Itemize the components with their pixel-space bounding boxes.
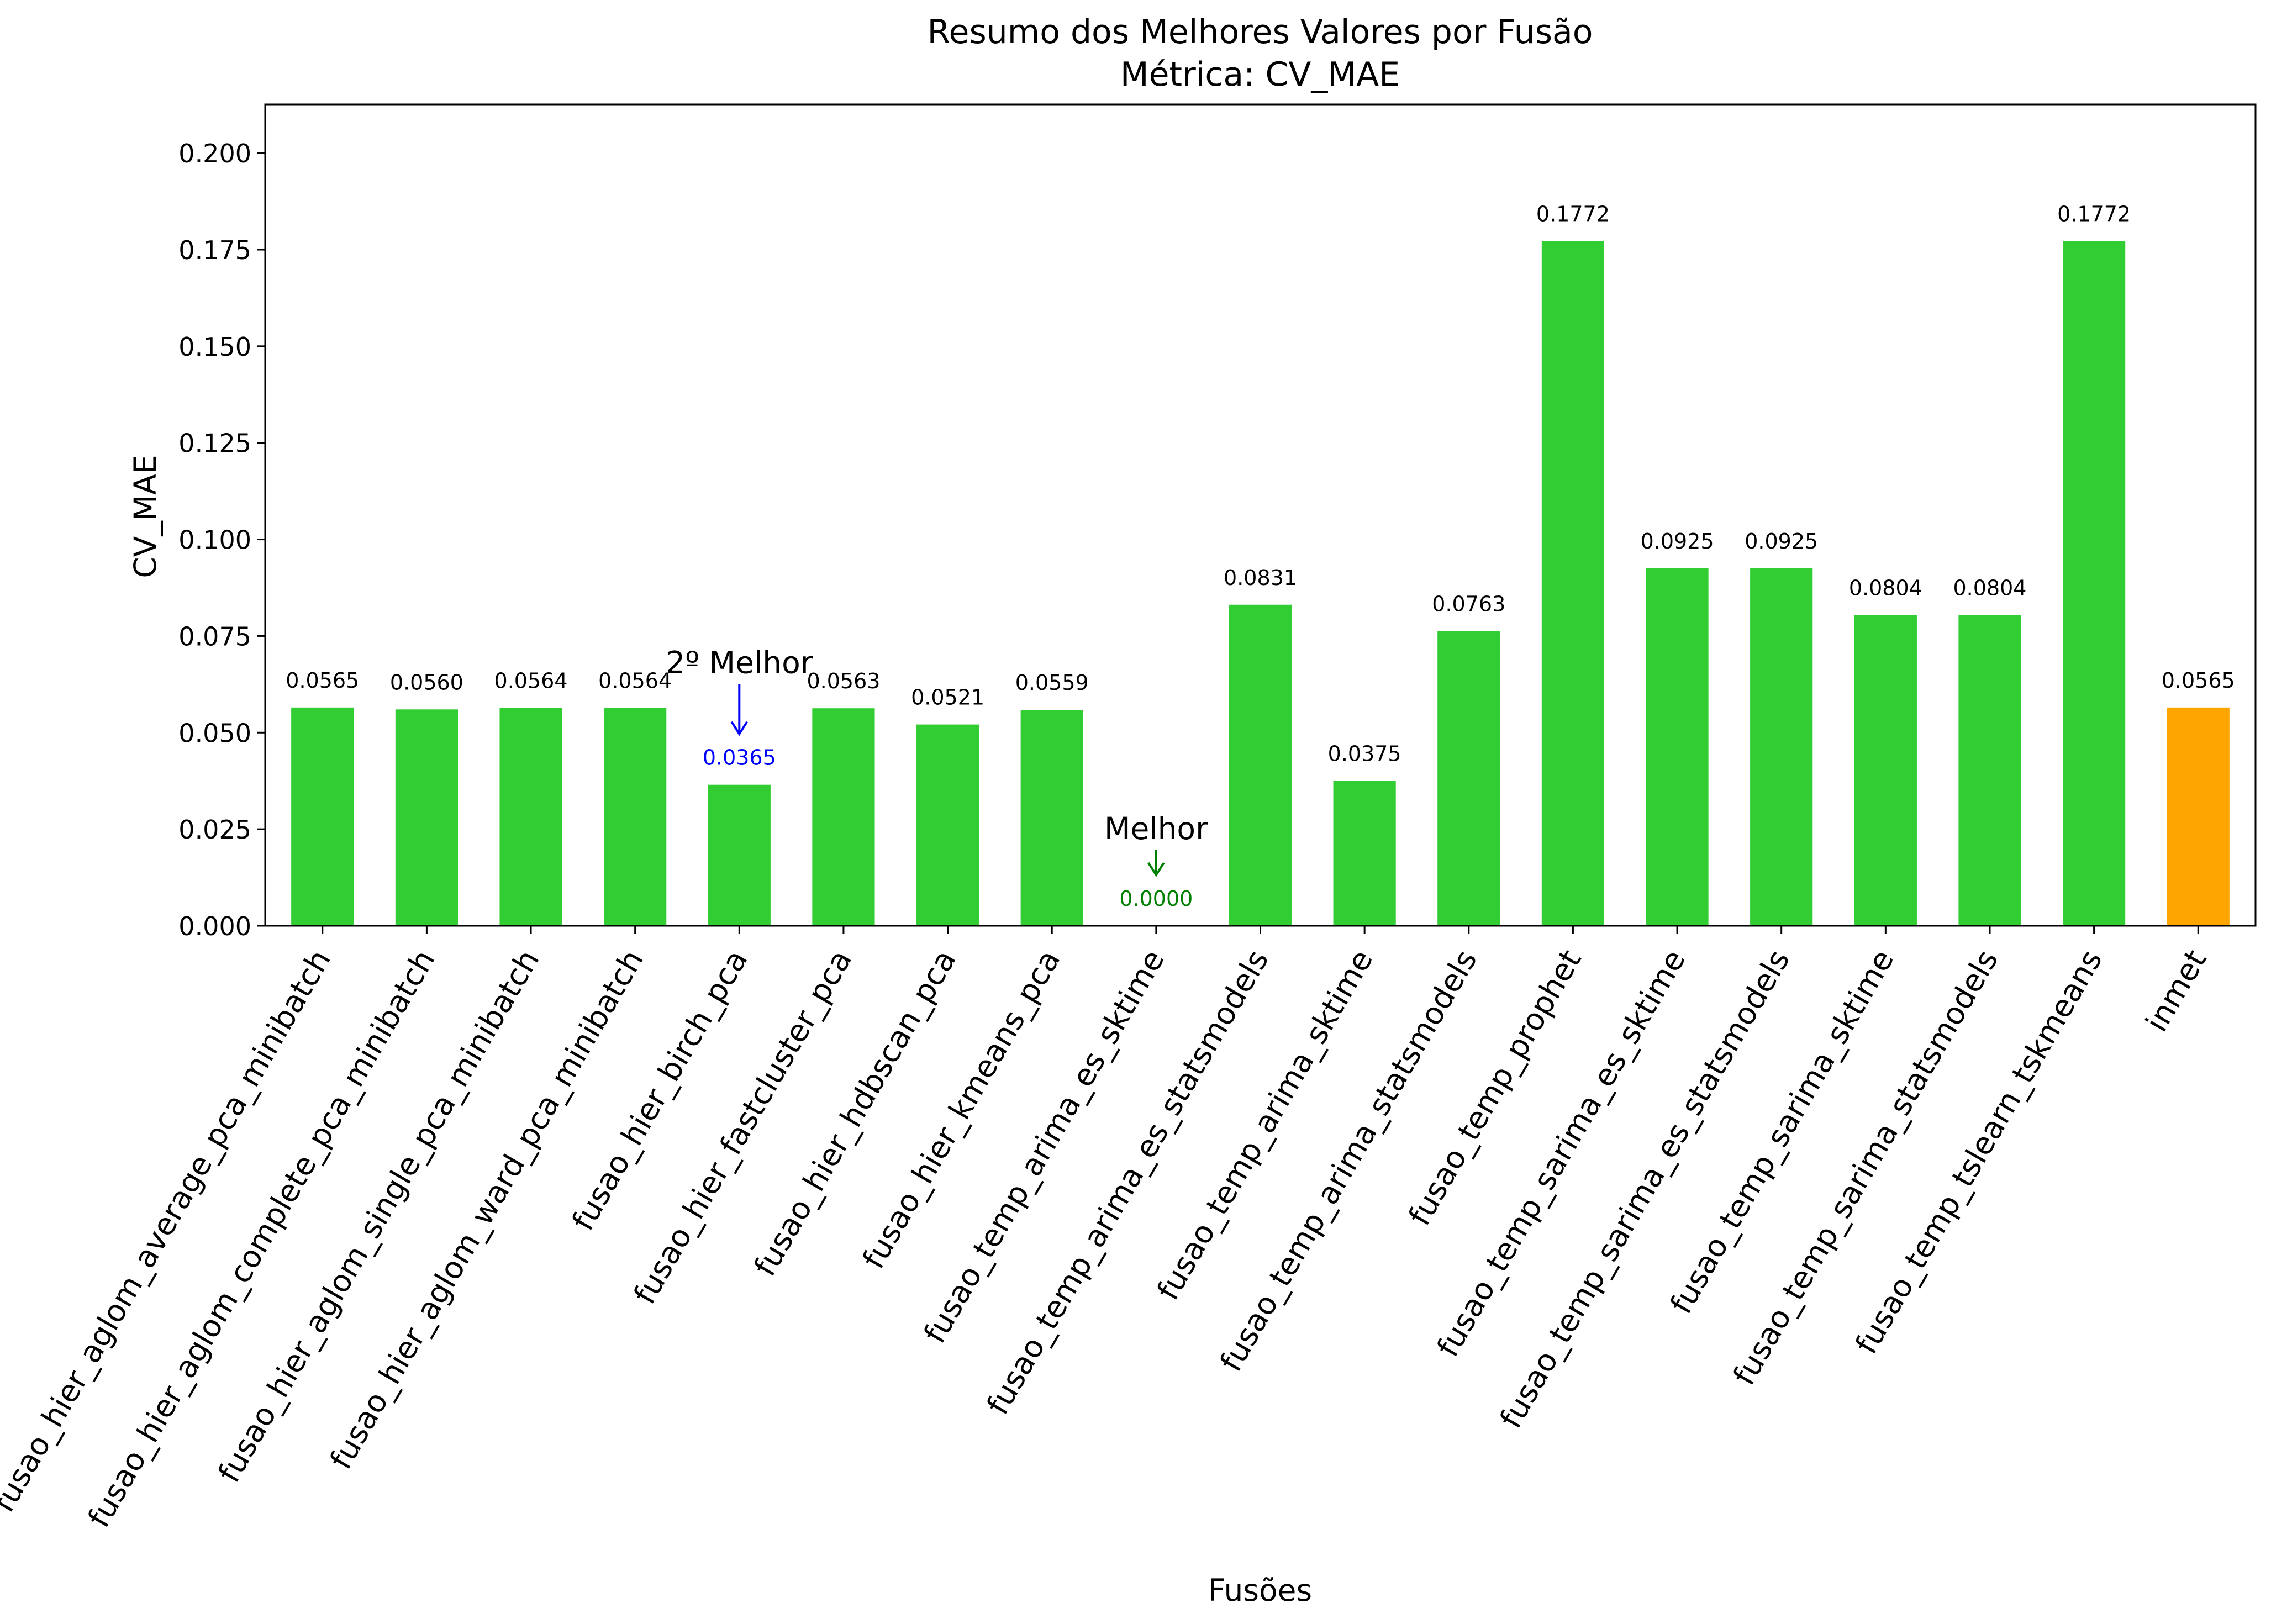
y-tick-label: 0.050 xyxy=(178,718,251,748)
annotations-group: Melhor 2º Melhor xyxy=(666,645,1208,877)
plot-frame xyxy=(264,103,2257,927)
bar xyxy=(708,784,771,926)
annotation-arrow-head xyxy=(730,721,748,736)
y-axis: 0.000 0.025 0.050 0.075 0.100 0.125 0.150 0.175… xyxy=(178,139,265,941)
value-labels-group: 0.0565 0.0560 0.0564 0.0564 0.0365 0.0563 0.05… xyxy=(286,202,2235,911)
bar xyxy=(1958,615,2021,926)
bar-value-label: 0.0925 xyxy=(1745,529,1818,553)
bar xyxy=(1437,631,1500,926)
x-axis-label: Fusões xyxy=(1208,1573,1312,1608)
bar-value-label: 0.0565 xyxy=(286,668,359,693)
y-tick-label: 0.100 xyxy=(178,525,251,555)
y-tick-label: 0.150 xyxy=(178,332,251,362)
annotation-label: 2º Melhor xyxy=(666,645,813,681)
bar xyxy=(2167,707,2230,926)
bar xyxy=(2063,241,2126,926)
bar xyxy=(604,708,667,926)
bar xyxy=(1333,781,1396,926)
bar-value-label: 0.0564 xyxy=(494,669,568,693)
bar-value-label: 0.0375 xyxy=(1328,742,1401,766)
bar-value-label: 0.0804 xyxy=(1953,576,2026,600)
bar xyxy=(1541,241,1605,926)
bar-value-label: 0.0000 xyxy=(1119,887,1193,911)
bar-value-label: 0.0365 xyxy=(703,746,776,770)
y-tick-label: 0.000 xyxy=(178,911,251,941)
bar xyxy=(812,708,875,926)
bar-value-label: 0.0565 xyxy=(2162,668,2235,693)
bar-value-label: 0.1772 xyxy=(1536,202,1610,226)
bar xyxy=(499,708,562,926)
bar xyxy=(1854,615,1917,926)
bar-value-label: 0.0560 xyxy=(390,670,463,694)
bar-value-label: 0.0763 xyxy=(1432,592,1505,616)
bar xyxy=(291,707,354,926)
y-axis-label: CV_MAE xyxy=(128,455,163,578)
bar-value-label: 0.0563 xyxy=(807,669,880,693)
bar xyxy=(1020,710,1083,926)
bar-value-label: 0.0559 xyxy=(1015,671,1089,695)
y-tick-label: 0.125 xyxy=(178,429,251,458)
bar xyxy=(395,709,458,926)
y-tick-label: 0.200 xyxy=(178,139,251,168)
bar xyxy=(916,724,979,926)
bar xyxy=(1229,604,1292,926)
bars-group xyxy=(291,241,2230,926)
bar-value-label: 0.1772 xyxy=(2057,202,2131,226)
annotation-arrow-head xyxy=(1147,862,1165,877)
bar xyxy=(1750,568,1813,926)
y-tick-label: 0.075 xyxy=(178,621,251,651)
annotation-label: Melhor xyxy=(1104,811,1208,846)
bar-value-label: 0.0564 xyxy=(598,669,672,693)
bar-value-label: 0.0831 xyxy=(1224,566,1297,590)
y-tick-label: 0.175 xyxy=(178,235,251,265)
bar xyxy=(1646,568,1709,926)
chart-subtitle: Métrica: CV_MAE xyxy=(1120,55,1400,94)
bar-value-label: 0.0804 xyxy=(1849,576,1922,600)
chart-title: Resumo dos Melhores Valores por Fusão xyxy=(928,13,1593,51)
bar-value-label: 0.0925 xyxy=(1641,529,1714,553)
y-tick-label: 0.025 xyxy=(178,815,251,845)
bar-value-label: 0.0521 xyxy=(911,686,984,710)
